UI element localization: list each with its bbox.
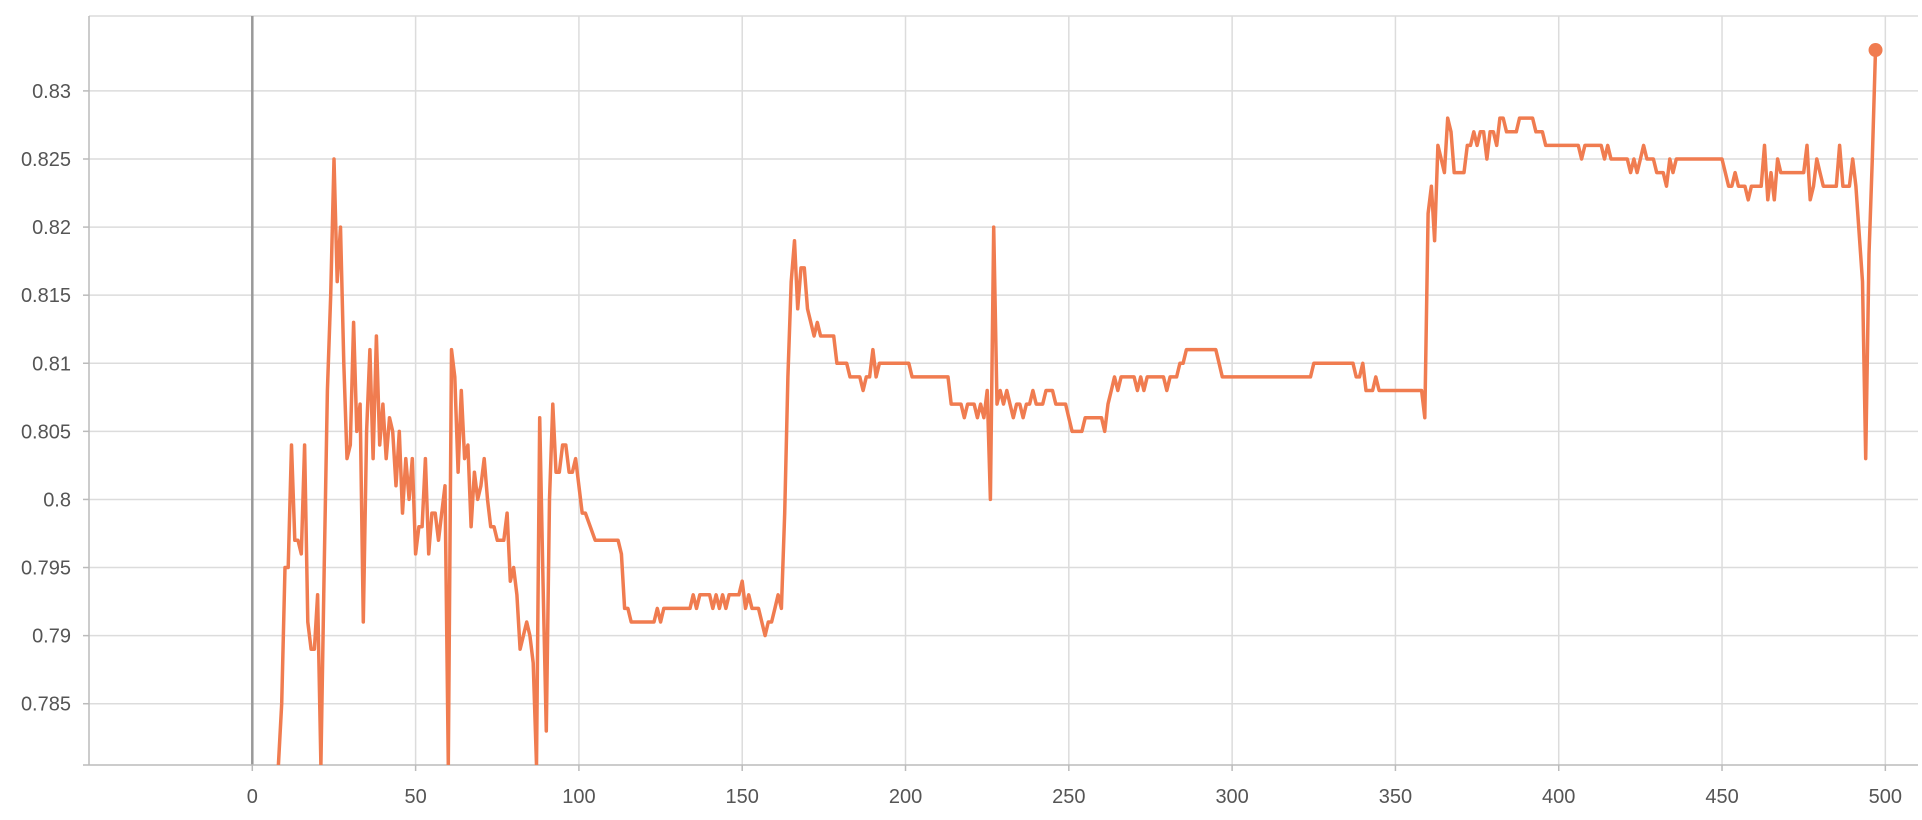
y-tick-label: 0.825	[21, 149, 71, 171]
y-tick-label: 0.83	[32, 81, 71, 103]
tick-labels: 0.785 0.79 0.795 0.8 0.805 0.81 0.815 0.82 0.825…	[21, 81, 1902, 808]
y-tick-label: 0.785	[21, 694, 71, 716]
series-last-point[interactable]	[1868, 43, 1883, 58]
x-tick-label: 450	[1705, 786, 1738, 808]
grid	[89, 15, 1918, 765]
x-tick-label: 500	[1869, 786, 1902, 808]
series-layer	[276, 43, 1883, 765]
x-tick-label: 300	[1215, 786, 1248, 808]
y-tick-label: 0.815	[21, 285, 71, 307]
y-tick-label: 0.8	[43, 489, 71, 511]
x-tick-label: 250	[1052, 786, 1085, 808]
y-tick-label: 0.79	[32, 626, 71, 648]
series-line	[276, 48, 1878, 765]
y-tick-label: 0.805	[21, 421, 71, 443]
x-tick-label: 350	[1379, 786, 1412, 808]
x-tick-label: 200	[889, 786, 922, 808]
x-tick-label: 50	[404, 786, 426, 808]
y-tick-label: 0.795	[21, 558, 71, 580]
y-tick-label: 0.82	[32, 217, 71, 239]
x-tick-label: 100	[562, 786, 595, 808]
axes	[83, 16, 1918, 771]
x-tick-label: 0	[247, 786, 258, 808]
y-tick-label: 0.81	[32, 353, 71, 375]
x-tick-label: 400	[1542, 786, 1575, 808]
x-tick-label: 150	[726, 786, 759, 808]
